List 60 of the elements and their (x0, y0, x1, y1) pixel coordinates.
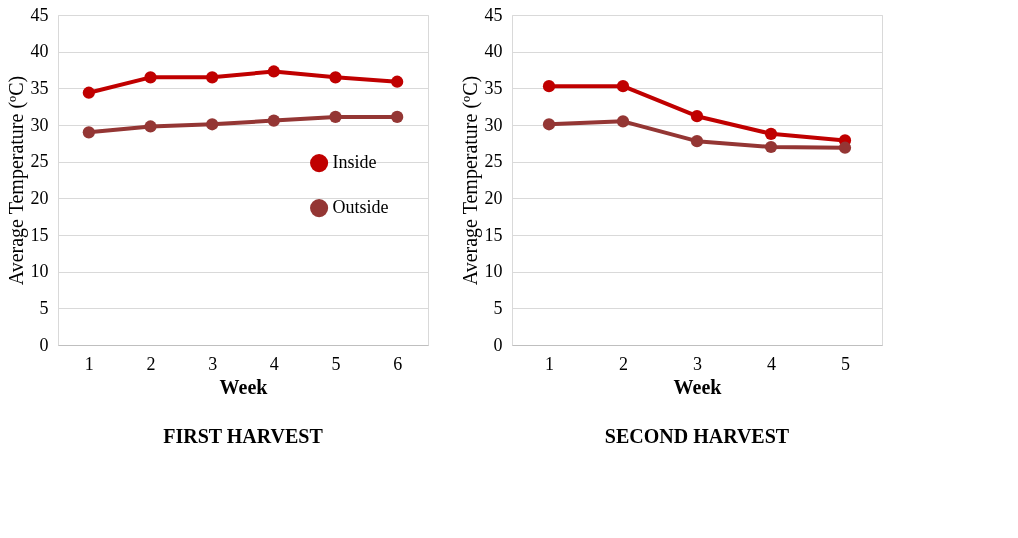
point (144, 120, 157, 133)
y-tick-label: 45 (30, 4, 49, 25)
x-axis-title: Week (673, 375, 723, 398)
x-tick-label: 3 (693, 353, 702, 374)
point (764, 140, 778, 154)
y-tick-label: 5 (493, 297, 503, 318)
point (82, 86, 95, 99)
y-tick-label: 30 (484, 114, 503, 135)
y-tick-label: 5 (39, 297, 49, 318)
y-tick-label: 15 (30, 224, 49, 245)
point (206, 118, 219, 131)
point (616, 115, 630, 128)
point (542, 118, 556, 131)
point (391, 75, 404, 88)
point (206, 71, 219, 84)
x-tick-label: 2 (146, 353, 156, 374)
y-tick-label: 0 (39, 334, 49, 355)
y-tick-label: 35 (30, 77, 49, 98)
y-tick-label: 10 (30, 261, 49, 282)
point (267, 114, 280, 127)
legend-label: Inside (332, 152, 377, 173)
y-tick-label: 25 (30, 151, 49, 172)
x-tick-label: 4 (269, 353, 279, 374)
x-tick-label: 1 (84, 353, 94, 374)
point (144, 71, 157, 84)
point (542, 80, 556, 93)
text: FIRST HARVEST (163, 425, 324, 447)
y-tick-label: 10 (484, 261, 503, 282)
y-tick-label: 35 (484, 77, 503, 98)
point (616, 80, 630, 93)
point (329, 110, 342, 124)
y-axis-title: Average Temperature (ºC) (458, 75, 482, 286)
x-tick-label: 3 (208, 353, 218, 374)
text: SECOND HARVEST (604, 425, 790, 447)
x-tick-label: 1 (545, 353, 554, 374)
y-tick-label: 0 (493, 334, 503, 355)
point (764, 127, 778, 140)
point (391, 110, 404, 124)
point (267, 65, 280, 78)
x-tick-label: 4 (767, 353, 776, 374)
legend-label: Outside (332, 197, 389, 218)
y-tick-label: 40 (484, 41, 503, 62)
point (690, 135, 704, 148)
point (329, 71, 342, 84)
x-tick-label: 5 (841, 353, 850, 374)
y-tick-label: 30 (30, 114, 49, 135)
x-axis-title: Week (219, 375, 269, 398)
y-tick-label: 15 (484, 224, 503, 245)
y-axis-title: Average Temperature (ºC) (4, 75, 28, 286)
x-tick-label: 5 (331, 353, 341, 374)
point (690, 110, 704, 123)
y-tick-label: 45 (484, 4, 503, 25)
point (838, 141, 852, 154)
x-tick-label: 6 (393, 353, 403, 374)
y-tick-label: 20 (30, 187, 49, 208)
y-tick-label: 25 (484, 151, 503, 172)
y-tick-label: 20 (484, 187, 503, 208)
y-tick-label: 40 (30, 41, 49, 62)
x-tick-label: 2 (619, 353, 628, 374)
point (82, 126, 95, 139)
